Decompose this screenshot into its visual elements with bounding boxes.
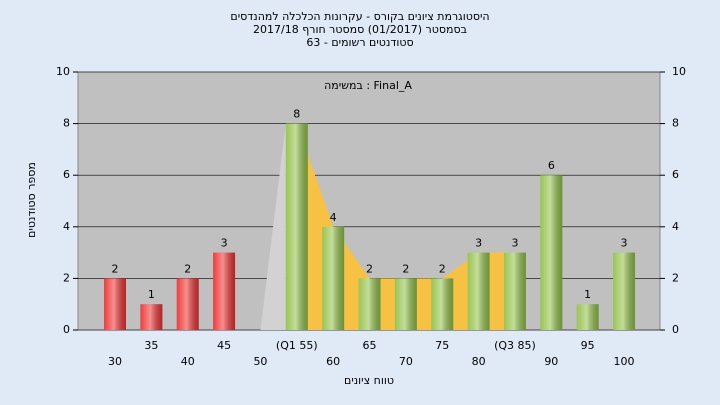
- title-line: היסטוגרמת ציונים בקורס - עקרונות הכלכלה …: [230, 10, 489, 23]
- value-label: 1: [148, 288, 155, 301]
- x-tick-label: 60: [326, 355, 340, 368]
- value-label: 3: [511, 237, 518, 250]
- x-tick-label: 80: [472, 355, 486, 368]
- bar-shade: [176, 278, 199, 330]
- value-label: 8: [293, 108, 300, 121]
- x-tick-label: 70: [399, 355, 413, 368]
- x-axis-label: טווח ציונים: [344, 374, 394, 387]
- x-tick-label: 35: [144, 339, 158, 352]
- x-tick-label: 50: [253, 355, 267, 368]
- x-tick-label: 75: [435, 339, 449, 352]
- y-tick-label: 2: [63, 271, 70, 284]
- x-tick-label: 90: [544, 355, 558, 368]
- y-tick-label: 6: [63, 168, 70, 181]
- value-label: 1: [584, 288, 591, 301]
- value-label: 3: [621, 237, 628, 250]
- bar-shade: [613, 252, 636, 330]
- bar-shade: [104, 278, 126, 330]
- y-axis-label: מספר סטודנטים: [25, 162, 38, 238]
- value-label: 3: [475, 237, 482, 250]
- bar-shade: [140, 304, 163, 330]
- annotation: במשימה : Final_A: [324, 79, 412, 92]
- value-label: 2: [366, 262, 373, 275]
- value-label: 2: [402, 262, 409, 275]
- x-tick-label: 65: [363, 339, 377, 352]
- value-label: 4: [330, 211, 337, 224]
- bar-shade: [540, 175, 563, 330]
- value-label: 6: [548, 159, 555, 172]
- title-line: בסמסטר (01/2017) סמסטר חורף 2017/18: [253, 23, 467, 36]
- x-tick-label: 95: [581, 339, 595, 352]
- x-tick-label: (Q3 85): [494, 339, 536, 352]
- y-tick-label: 8: [63, 117, 70, 130]
- y2-tick-label: 6: [672, 168, 679, 181]
- y2-tick-label: 4: [672, 220, 679, 233]
- y-tick-label: 0: [63, 323, 70, 336]
- y2-tick-label: 2: [672, 271, 679, 284]
- y-tick-label: 4: [63, 220, 70, 233]
- title-line: סטודנטים רשומים - 63: [306, 36, 413, 49]
- bar-shade: [467, 252, 490, 330]
- value-label: 2: [184, 262, 191, 275]
- bar-shade: [358, 278, 381, 330]
- value-label: 2: [112, 262, 119, 275]
- value-label: 3: [221, 237, 228, 250]
- x-tick-label: (Q1 55): [276, 339, 318, 352]
- bar-shade: [576, 304, 599, 330]
- bar-shade: [394, 278, 417, 330]
- y2-tick-label: 0: [672, 323, 679, 336]
- bar-shade: [431, 278, 454, 330]
- y2-tick-label: 10: [672, 65, 686, 78]
- y2-tick-label: 8: [672, 117, 679, 130]
- quartile-area: [296, 123, 515, 330]
- x-tick-label: 30: [108, 355, 122, 368]
- bar-shade: [322, 226, 345, 330]
- x-tick-label: 100: [614, 355, 635, 368]
- y-tick-label: 10: [56, 65, 70, 78]
- bar-shade: [285, 123, 308, 330]
- x-tick-label: 45: [217, 339, 231, 352]
- bar-shade: [213, 252, 236, 330]
- lower-wedge: [260, 123, 286, 330]
- bar-shade: [503, 252, 526, 330]
- value-label: 2: [439, 262, 446, 275]
- x-tick-label: 40: [181, 355, 195, 368]
